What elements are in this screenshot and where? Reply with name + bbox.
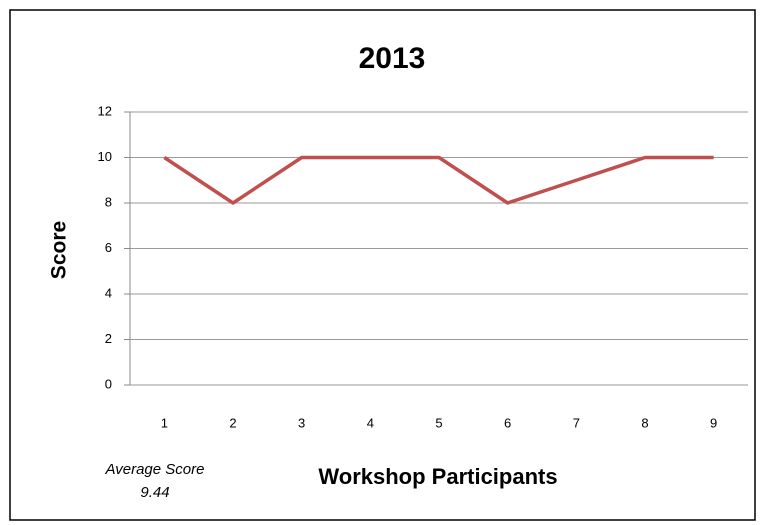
y-tick-label: 6 <box>105 240 112 255</box>
y-tick-label: 10 <box>98 149 112 164</box>
x-tick-label: 8 <box>641 415 648 430</box>
x-tick-label: 9 <box>710 415 717 430</box>
annotation-label: Average Score <box>105 461 205 478</box>
x-tick-label: 7 <box>573 415 580 430</box>
x-tick-label: 5 <box>435 415 442 430</box>
x-tick-label: 1 <box>161 415 168 430</box>
y-tick-label: 2 <box>105 331 112 346</box>
x-axis-label: Workshop Participants <box>318 464 557 489</box>
y-tick-label: 12 <box>98 103 112 118</box>
data-line <box>163 155 714 205</box>
y-tick-label: 4 <box>105 285 112 300</box>
chart-title: 2013 <box>359 42 426 75</box>
x-tick-label: 6 <box>504 415 511 430</box>
x-tick-label: 4 <box>367 415 374 430</box>
chart-frame <box>9 9 756 521</box>
annotation-value: 9.44 <box>140 484 169 501</box>
y-tick-label: 0 <box>105 376 112 391</box>
y-tick-label: 8 <box>105 194 112 209</box>
y-axis-label: Score <box>48 221 71 279</box>
x-tick-label: 2 <box>229 415 236 430</box>
x-tick-label: 3 <box>298 415 305 430</box>
